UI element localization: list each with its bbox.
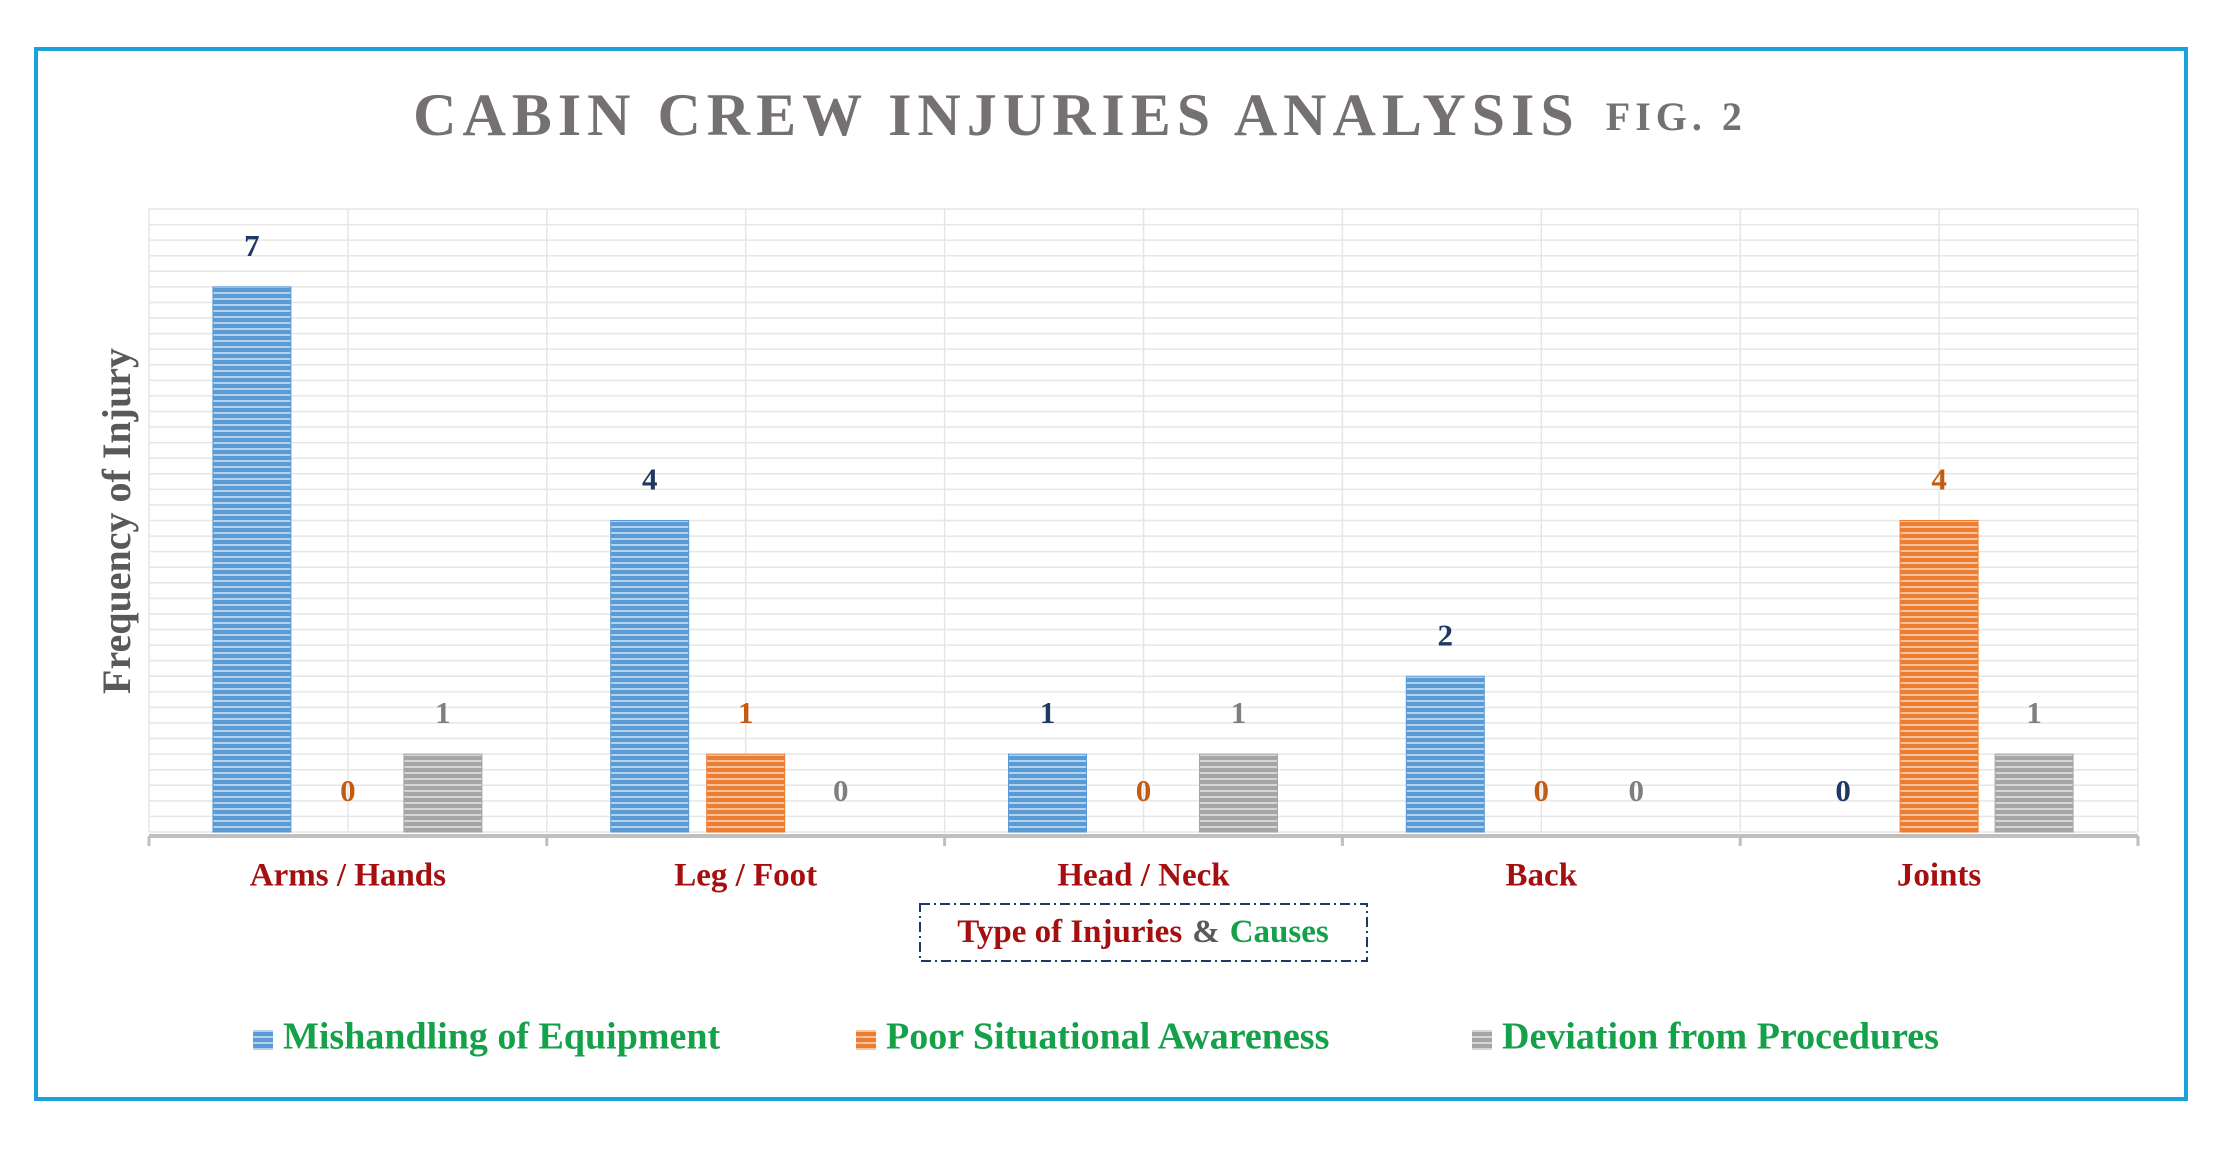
- data-label: 0: [833, 773, 849, 808]
- x-axis-title: Type of Injuries & Causes: [957, 914, 1329, 950]
- title-text: CABIN CREW INJURIES ANALYSIS: [413, 82, 1580, 148]
- y-axis-title: Frequency of Injury: [94, 348, 139, 694]
- data-label: 1: [738, 695, 754, 730]
- x-tick-label: Arms / Hands: [250, 858, 446, 894]
- legend-label: Mishandling of Equipment: [283, 1016, 720, 1058]
- data-label: 1: [1040, 695, 1056, 730]
- x-tick-label: Back: [1506, 858, 1578, 894]
- data-label: 0: [1835, 773, 1851, 808]
- x-axis-title-part: Causes: [1230, 914, 1329, 950]
- bar: [706, 753, 786, 833]
- bar: [610, 520, 690, 833]
- data-label: 0: [1534, 773, 1550, 808]
- legend-swatch: [856, 1030, 876, 1050]
- x-axis-title-part: Type of Injuries: [957, 914, 1182, 950]
- data-label: 4: [642, 462, 658, 497]
- data-label: 0: [1629, 773, 1645, 808]
- bar: [1199, 753, 1278, 833]
- x-tick-label: Joints: [1897, 858, 1982, 894]
- x-tick-label: Head / Neck: [1057, 858, 1230, 894]
- data-label: 1: [2026, 695, 2042, 730]
- legend-swatch: [253, 1030, 273, 1050]
- legend-label: Poor Situational Awareness: [886, 1016, 1329, 1058]
- legend-swatch: [1472, 1030, 1492, 1050]
- bar: [1008, 753, 1087, 833]
- data-label: 2: [1438, 617, 1454, 652]
- data-label: 1: [1231, 695, 1247, 730]
- data-label: 7: [244, 228, 260, 263]
- data-label: 1: [435, 695, 451, 730]
- bar: [403, 753, 483, 833]
- x-tick-label: Leg / Foot: [674, 858, 817, 894]
- bar: [1405, 675, 1485, 833]
- x-axis-title-part: &: [1192, 914, 1220, 950]
- subtitle-text: FIG. 2: [1606, 94, 1747, 139]
- data-label: 4: [1931, 462, 1947, 497]
- bar: [1994, 753, 2074, 833]
- data-label: 0: [1136, 773, 1152, 808]
- x-axis-title-box: [919, 903, 1368, 962]
- bar: [1899, 520, 1979, 833]
- chart-title: CABIN CREW INJURIES ANALYSIS FIG. 2: [413, 82, 1747, 148]
- legend-label: Deviation from Procedures: [1502, 1016, 1939, 1058]
- data-label: 0: [340, 773, 356, 808]
- bar: [212, 286, 292, 833]
